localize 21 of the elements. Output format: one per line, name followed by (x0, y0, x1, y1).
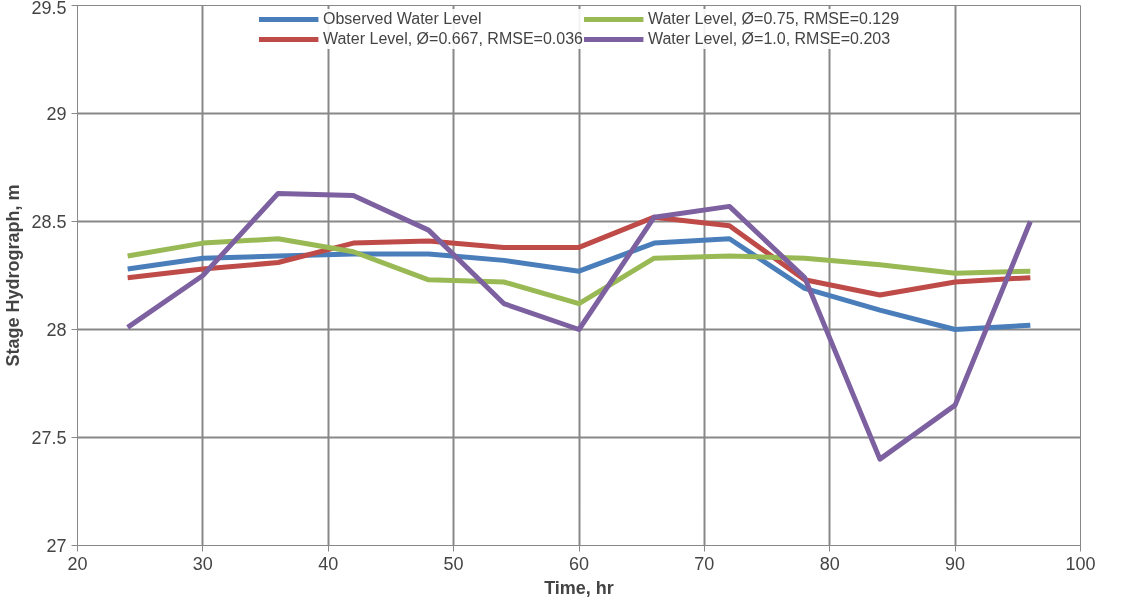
y-tick-label: 27 (46, 536, 67, 556)
x-axis-title: Time, hr (544, 577, 614, 598)
x-tick-label: 40 (318, 553, 339, 574)
y-tick-label: 29.5 (31, 0, 67, 18)
legend-label: Water Level, Ø=1.0, RMSE=0.203 (647, 30, 891, 48)
x-tick-label: 60 (568, 553, 590, 574)
y-tick-label: 28 (46, 320, 67, 340)
x-tick-label: 20 (67, 553, 88, 574)
x-tick-label: 100 (1065, 553, 1096, 574)
x-tick-label: 70 (694, 553, 715, 574)
legend-label: Water Level, Ø=0.75, RMSE=0.129 (647, 10, 900, 28)
y-tick-label: 29 (46, 104, 67, 124)
y-tick-label: 27.5 (31, 428, 67, 448)
y-axis-title: Stage Hydrograph, m (3, 184, 24, 367)
legend-label: Water Level, Ø=0.667, RMSE=0.036 (322, 30, 583, 48)
x-tick-label: 30 (192, 553, 213, 574)
y-tick-label: 28.5 (31, 212, 67, 232)
x-tick-label: 90 (945, 553, 966, 574)
legend-label: Observed Water Level (322, 10, 482, 28)
x-tick-label: 80 (819, 553, 840, 574)
x-tick-label: 50 (443, 553, 464, 574)
